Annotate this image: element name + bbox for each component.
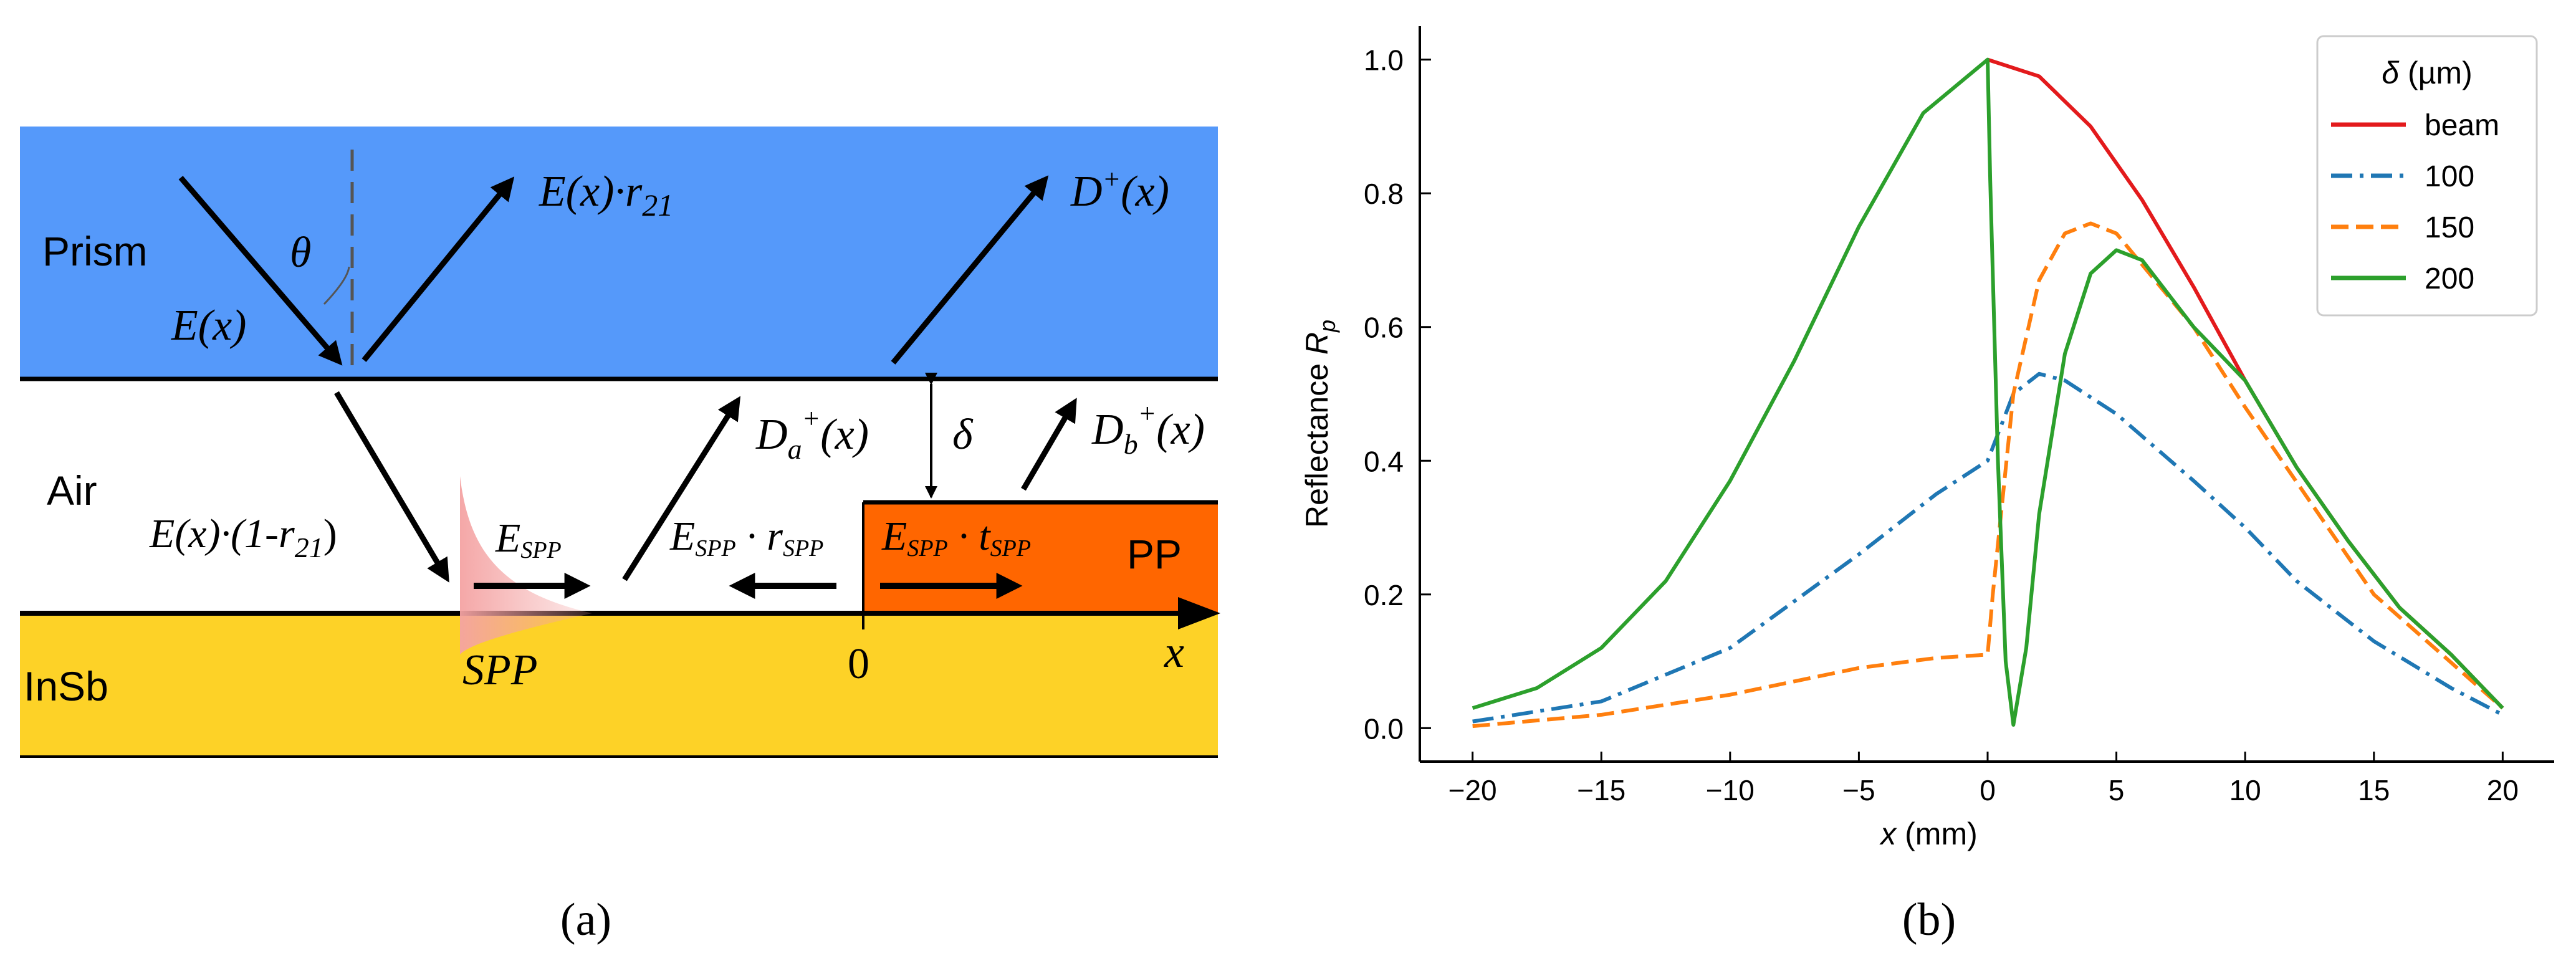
- x-tick-label: −5: [1842, 774, 1875, 806]
- transmitted-arrow: [334, 391, 449, 583]
- x-tick-label: 0: [1980, 774, 1996, 806]
- Ein-label: E(x)·(1-r21): [149, 511, 337, 563]
- Db-arrow: [1021, 398, 1077, 491]
- legend-title: δ (µm): [2382, 55, 2472, 90]
- spp-field: [460, 476, 592, 654]
- legend-box: [2316, 35, 2538, 317]
- Da-label: Da+(x): [755, 403, 869, 465]
- delta-label: δ: [952, 411, 974, 459]
- theta-label: θ: [290, 229, 311, 277]
- x-axis-arrowhead: [1178, 597, 1220, 629]
- insb-layer: [20, 613, 1218, 757]
- legend-label-beam: beam: [2425, 109, 2499, 142]
- y-tick-label: 0.8: [1364, 178, 1404, 210]
- y-tick-label: 1.0: [1364, 44, 1404, 77]
- caption-a: (a): [560, 894, 611, 945]
- x-tick-label: 20: [2487, 774, 2519, 806]
- y-tick-label: 0.4: [1364, 445, 1404, 477]
- Er21-label: E(x)·r21: [539, 168, 673, 222]
- x-tick-label: −20: [1448, 774, 1497, 806]
- Espp-label: ESPP: [495, 515, 562, 563]
- prism-label: Prism: [42, 228, 148, 274]
- x-tick-label: 5: [2109, 774, 2125, 806]
- prism-layer: [20, 127, 1218, 378]
- origin-label: 0: [848, 640, 869, 688]
- pp-label: PP: [1127, 531, 1182, 577]
- Erspp-label: ESPP · rSPP: [669, 514, 823, 562]
- spp-label: SPP: [462, 646, 538, 694]
- panel-a: Prism Air InSb PP θ E(x) E(x)·r21 D+(x) …: [20, 127, 1220, 945]
- y-tick-label: 0.6: [1364, 312, 1404, 344]
- x-tick-label: −10: [1706, 774, 1755, 806]
- x-axis-title: x (mm): [1879, 816, 1978, 851]
- Dplus-label: D+(x): [1070, 164, 1169, 216]
- Etspp-label: ESPP · tSPP: [881, 514, 1031, 562]
- E-label: E(x): [171, 302, 246, 350]
- panel-b: −20 −15 −10 −5 0 5 10 15 20 0.0 0.2 0.4 0.6 0.8 1.0 x …: [1300, 26, 2554, 945]
- legend-label-200: 200: [2425, 262, 2474, 295]
- pp-layer: [863, 502, 1218, 613]
- x-tick-label: −15: [1577, 774, 1626, 806]
- series-line-100: [1472, 371, 2504, 724]
- Dplus-arrow: [891, 175, 1049, 365]
- incident-arrow: [178, 176, 343, 366]
- insb-label: InSb: [24, 663, 108, 709]
- legend-label-100: 100: [2425, 160, 2474, 193]
- x-label: x: [1164, 627, 1184, 677]
- series-line-150: [1472, 221, 2504, 729]
- legend-label-150: 150: [2425, 211, 2474, 244]
- plot-curves: [1472, 57, 2504, 729]
- reflected-arrow: [362, 176, 515, 362]
- y-axis-title: Reflectance Rp: [1300, 320, 1340, 528]
- x-tick-label: 10: [2229, 774, 2261, 806]
- caption-b: (b): [1902, 894, 1956, 945]
- series-line-200: [1472, 57, 2504, 727]
- y-tick-label: 0.2: [1364, 579, 1404, 611]
- theta-arc: [323, 266, 350, 305]
- Da-arrow: [622, 396, 741, 581]
- x-tick-label: 15: [2358, 774, 2390, 806]
- legend: δ (µm) beam 100 150 200: [2316, 35, 2538, 317]
- air-label: Air: [47, 467, 97, 514]
- y-tick-label: 0.0: [1364, 712, 1404, 745]
- Db-label: Db+(x): [1091, 398, 1205, 460]
- axis-ticks: −20 −15 −10 −5 0 5 10 15 20 0.0 0.2 0.4 0.6 0.8 1.0: [1364, 44, 2519, 806]
